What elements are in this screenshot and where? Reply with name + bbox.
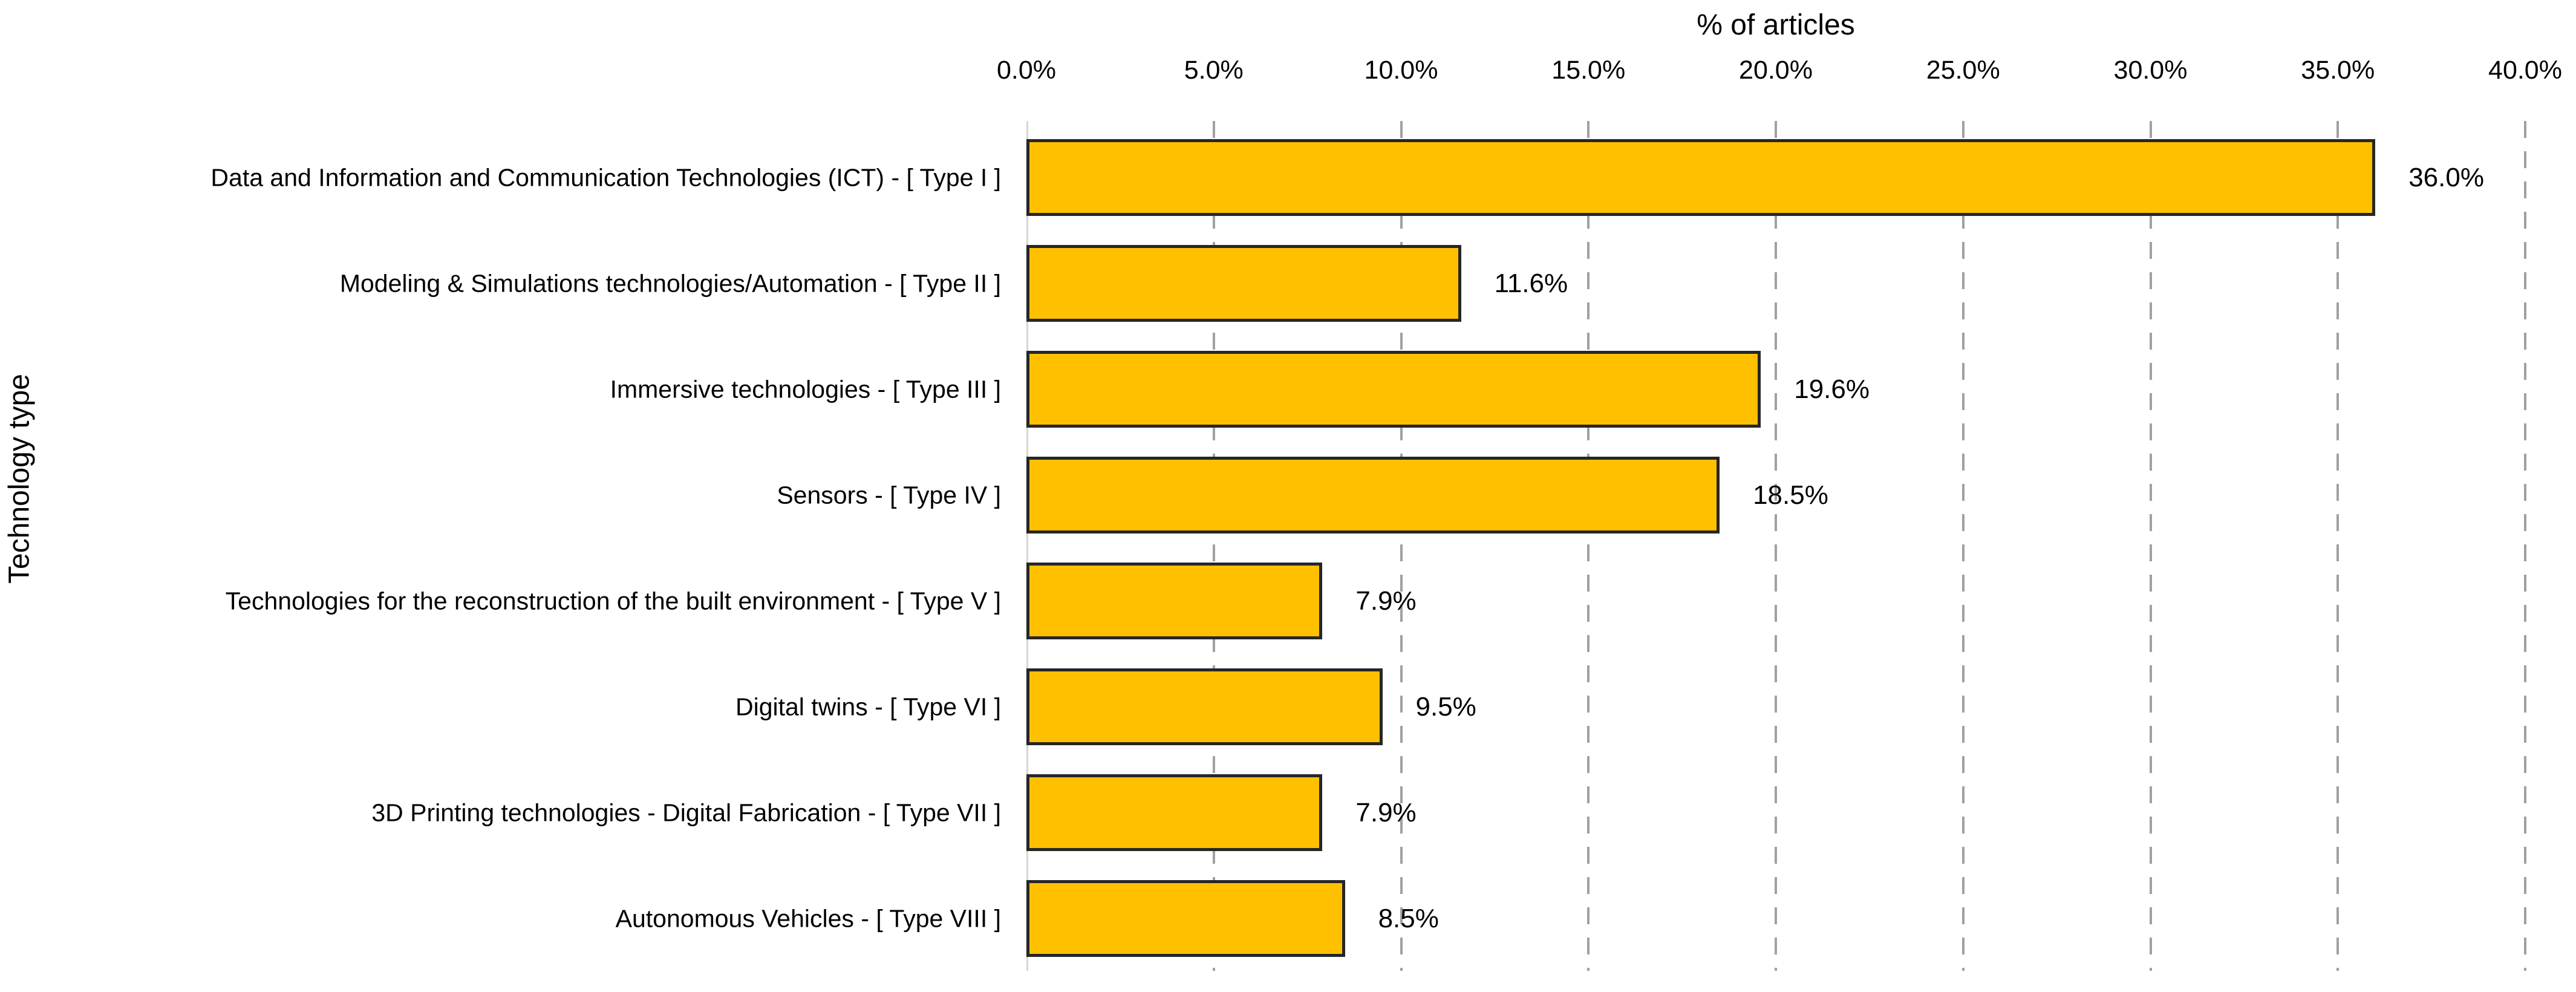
gridline	[2336, 121, 2340, 971]
x-tick-label: 10.0%	[1364, 56, 1438, 85]
bar	[1026, 668, 1383, 745]
category-label: Data and Information and Communication T…	[210, 163, 1001, 191]
bar	[1026, 774, 1323, 851]
category-label: Immersive technologies - [ Type III ]	[610, 375, 1001, 403]
x-tick-label: 15.0%	[1551, 56, 1626, 85]
chart-title: % of articles	[1697, 9, 1855, 41]
bar	[1026, 563, 1323, 639]
value-label: 7.9%	[1355, 797, 1417, 827]
gridline	[1212, 121, 1215, 971]
value-label: 9.5%	[1415, 691, 1476, 722]
category-label: 3D Printing technologies - Digital Fabri…	[371, 798, 1001, 826]
gridline	[1775, 121, 1777, 971]
x-tick-label: 40.0%	[2488, 56, 2562, 85]
gridline	[2149, 121, 2152, 971]
value-label: 11.6%	[1494, 268, 1568, 298]
gridline	[1961, 121, 1965, 971]
gridline	[1587, 121, 1590, 971]
value-label: 7.9%	[1355, 586, 1417, 616]
bar	[1026, 880, 1345, 957]
y-axis-title: Technology type	[3, 374, 36, 584]
bar	[1026, 245, 1461, 322]
plot-area: 36.0% 11.6% 19.6% 18.5% 7.9% 9.5% 7.9% 8.5%	[1026, 121, 2526, 971]
category-label: Sensors - [ Type IV ]	[777, 481, 1001, 509]
value-label: 19.6%	[1794, 374, 1870, 404]
gridline	[1400, 121, 1403, 971]
x-tick-label: 5.0%	[1184, 56, 1244, 85]
x-tick-label: 0.0%	[996, 56, 1057, 85]
category-label: Modeling & Simulations technologies/Auto…	[339, 269, 1001, 297]
x-tick-label: 35.0%	[2301, 56, 2375, 85]
bar	[1026, 139, 2376, 216]
category-label: Autonomous Vehicles - [ Type VIII ]	[615, 904, 1001, 932]
category-label: Technologies for the reconstruction of t…	[225, 587, 1001, 615]
x-tick-label: 20.0%	[1739, 56, 1813, 85]
y-axis-line	[1026, 121, 1028, 971]
category-label: Digital twins - [ Type VI ]	[735, 693, 1001, 720]
x-tick-label: 25.0%	[1926, 56, 2000, 85]
value-label: 8.5%	[1378, 903, 1439, 933]
gridline	[2524, 121, 2526, 971]
value-label: 36.0%	[2408, 162, 2484, 192]
x-tick-label: 30.0%	[2113, 56, 2188, 85]
bar	[1026, 457, 1720, 534]
value-label: 18.5%	[1753, 480, 1828, 510]
bar	[1026, 351, 1761, 428]
